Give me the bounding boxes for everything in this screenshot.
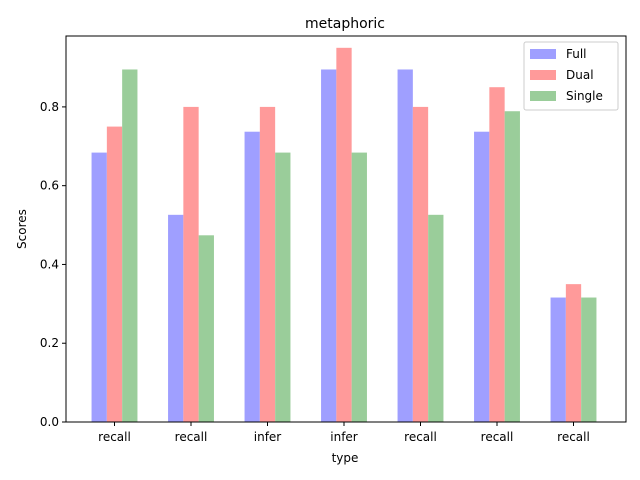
- x-tick-label: infer: [254, 430, 282, 444]
- bar-full-3: [321, 69, 337, 422]
- y-tick-label: 0.4: [40, 257, 59, 271]
- bars-group: [91, 47, 597, 423]
- bar-dual-1: [183, 106, 199, 423]
- bar-dual-3: [336, 47, 352, 422]
- bar-dual-2: [259, 106, 276, 423]
- x-tick-label: recall: [557, 430, 590, 444]
- bar-single-6: [581, 297, 597, 422]
- x-tick-label: recall: [175, 430, 208, 444]
- legend-swatch-full: [530, 49, 556, 59]
- legend-label-single: Single: [566, 89, 603, 103]
- bar-single-1: [198, 235, 214, 422]
- bar-single-0: [122, 69, 138, 422]
- x-tick-label: recall: [404, 430, 437, 444]
- x-tick-label: infer: [330, 430, 358, 444]
- legend-label-full: Full: [566, 47, 587, 61]
- legend: Full Dual Single: [523, 41, 619, 111]
- x-tick-label: recall: [481, 430, 514, 444]
- bar-single-2: [275, 152, 291, 422]
- bar-full-6: [550, 297, 566, 422]
- legend-swatch-dual: [530, 70, 556, 80]
- legend-label-dual: Dual: [566, 68, 594, 82]
- bar-full-1: [168, 214, 184, 422]
- bar-full-0: [91, 152, 107, 422]
- y-tick-label: 0.6: [40, 179, 59, 193]
- bar-dual-5: [489, 87, 505, 422]
- bar-full-5: [474, 131, 490, 422]
- bar-single-4: [428, 214, 444, 422]
- y-axis-label: Scores: [15, 209, 29, 249]
- bar-full-2: [244, 131, 260, 422]
- bar-single-5: [504, 111, 520, 422]
- bar-dual-0: [106, 126, 123, 422]
- plot-frame: [65, 35, 627, 423]
- y-tick-label: 0.2: [40, 336, 59, 350]
- bar-full-4: [397, 69, 413, 422]
- y-tick-label: 0.0: [40, 415, 59, 429]
- axes-group: 0.0 0.2 0.4 0.6 0.8 recall recall infer infer rec…: [40, 35, 627, 444]
- bar-single-3: [351, 152, 367, 422]
- bar-dual-4: [412, 106, 429, 423]
- x-tick-label: recall: [98, 430, 131, 444]
- y-tick-label: 0.8: [40, 100, 59, 114]
- x-axis-label: type: [332, 451, 359, 465]
- chart-title: metaphoric: [305, 16, 385, 32]
- legend-swatch-single: [530, 91, 556, 101]
- bar-dual-6: [565, 284, 582, 422]
